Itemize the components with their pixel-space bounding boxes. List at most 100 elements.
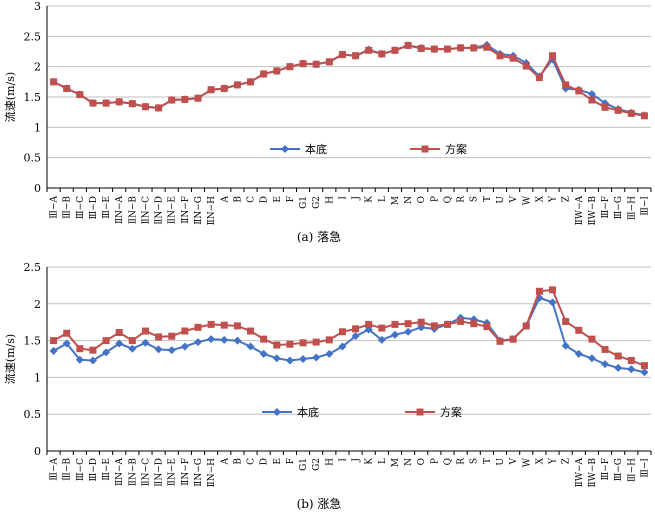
- x-category-label: Q: [443, 458, 453, 465]
- x-category-label: S: [470, 458, 480, 464]
- x-category-label: C: [247, 196, 257, 203]
- data-point-scheme: [404, 41, 412, 49]
- x-category-label: Ⅲ−B: [63, 196, 73, 219]
- x-category-label: Ⅲ−C: [76, 458, 86, 481]
- data-point-base: [601, 360, 610, 369]
- data-point-scheme: [365, 320, 373, 328]
- series-line-square: [53, 288, 645, 367]
- data-point-scheme: [575, 326, 583, 334]
- x-category-label: ⅡN−G: [194, 196, 204, 225]
- data-point-scheme: [325, 58, 333, 66]
- x-category-label: Ⅲ−D: [89, 196, 99, 219]
- data-point-base: [88, 356, 97, 365]
- x-category-label: Ⅲ−F: [601, 458, 611, 480]
- chart-b-rising-tide: 0 0.5 1 1.5 2 2.5 Ⅲ−A Ⅲ−B Ⅲ−C Ⅲ−D Ⅲ−E ⅡN−A ⅡN−B ⅡN−C Ⅱ…: [3, 261, 652, 511]
- x-category-label: Z: [562, 458, 572, 464]
- x-category-label: X: [535, 195, 545, 202]
- data-point-scheme: [63, 85, 71, 93]
- data-point-scheme: [273, 67, 281, 75]
- data-point-scheme: [417, 318, 425, 326]
- data-point-scheme: [470, 44, 478, 52]
- x-category-label: ⅡW−A: [575, 196, 585, 226]
- x-category-label: ⅡN−A: [115, 458, 125, 487]
- data-point-scheme: [588, 96, 596, 104]
- y-tick-label: 1: [34, 121, 41, 134]
- x-category-label: Ⅲ−E: [102, 196, 112, 219]
- data-point-scheme: [207, 86, 215, 94]
- data-point-scheme: [168, 96, 176, 104]
- x-category-label: ⅡN−C: [141, 196, 151, 225]
- data-point-scheme: [443, 45, 451, 53]
- x-category-label: E: [273, 458, 283, 465]
- data-point-base: [272, 354, 281, 363]
- data-point-scheme: [496, 52, 504, 60]
- data-point-base: [325, 349, 334, 358]
- data-point-base: [220, 335, 229, 344]
- data-point-base: [351, 332, 360, 341]
- x-category-label: S: [470, 196, 480, 202]
- data-point-scheme: [273, 341, 281, 349]
- data-point-scheme: [614, 352, 622, 360]
- data-point-scheme: [483, 323, 491, 331]
- data-point-scheme: [391, 46, 399, 54]
- data-point-base: [614, 363, 623, 372]
- x-category-label: A: [220, 458, 230, 466]
- x-category-label: Ⅲ−I: [640, 458, 650, 478]
- x-category-label: A: [220, 196, 230, 204]
- data-point-scheme: [352, 325, 360, 333]
- x-category-label: D: [260, 196, 270, 203]
- data-point-scheme: [128, 100, 136, 108]
- data-point-base: [62, 339, 71, 348]
- data-point-scheme: [247, 78, 255, 86]
- data-point-scheme: [286, 340, 294, 348]
- x-category-label: G2: [312, 196, 322, 209]
- y-tick-label: 2: [34, 61, 41, 74]
- data-point-scheme: [168, 332, 176, 340]
- y-tick-label: 2.5: [24, 261, 42, 274]
- series-line-square: [53, 44, 645, 117]
- y-tick-label: 0.5: [24, 152, 42, 165]
- data-point-scheme: [194, 94, 202, 102]
- data-point-base: [128, 344, 137, 353]
- series-line-diamond: [53, 296, 645, 374]
- y-tick-label: 0.5: [24, 408, 42, 421]
- data-point-scheme: [63, 329, 71, 337]
- x-category-label: ⅡN−E: [168, 196, 178, 224]
- data-point-base: [587, 89, 596, 98]
- data-point-base: [548, 298, 557, 307]
- data-point-scheme: [286, 63, 294, 71]
- data-point-scheme: [141, 327, 149, 335]
- data-point-base: [259, 349, 268, 358]
- x-category-label: N: [404, 196, 414, 204]
- data-point-base: [75, 355, 84, 364]
- data-point-scheme: [141, 103, 149, 111]
- data-point-scheme: [260, 70, 268, 78]
- x-category-label: ⅡN−H: [207, 458, 217, 488]
- data-point-scheme: [299, 60, 307, 68]
- x-category-label: F: [286, 196, 296, 202]
- data-point-scheme: [181, 327, 189, 335]
- data-point-base: [338, 342, 347, 351]
- data-point-base: [167, 346, 176, 355]
- data-point-scheme: [496, 337, 504, 345]
- x-category-label: Ⅲ−I: [640, 196, 650, 216]
- x-category-label: ⅡN−D: [155, 458, 165, 487]
- data-point-scheme: [640, 112, 648, 120]
- data-point-scheme: [325, 336, 333, 344]
- data-point-base: [102, 348, 111, 357]
- x-category-label: R: [457, 196, 467, 203]
- data-point-scheme: [76, 91, 84, 99]
- x-category-label: K: [365, 458, 375, 465]
- x-category-label: K: [365, 196, 375, 203]
- x-category-label: U: [496, 196, 506, 204]
- chart-caption: (a) 落急: [297, 229, 341, 244]
- y-tick-label: 2: [34, 298, 41, 311]
- data-point-scheme: [115, 329, 123, 337]
- data-point-scheme: [89, 99, 97, 107]
- data-point-scheme: [260, 335, 268, 343]
- data-point-scheme: [430, 322, 438, 330]
- x-category-label: F: [286, 458, 296, 464]
- data-point-scheme: [549, 286, 557, 294]
- x-category-label: ⅡN−B: [128, 196, 138, 225]
- data-point-scheme: [194, 323, 202, 331]
